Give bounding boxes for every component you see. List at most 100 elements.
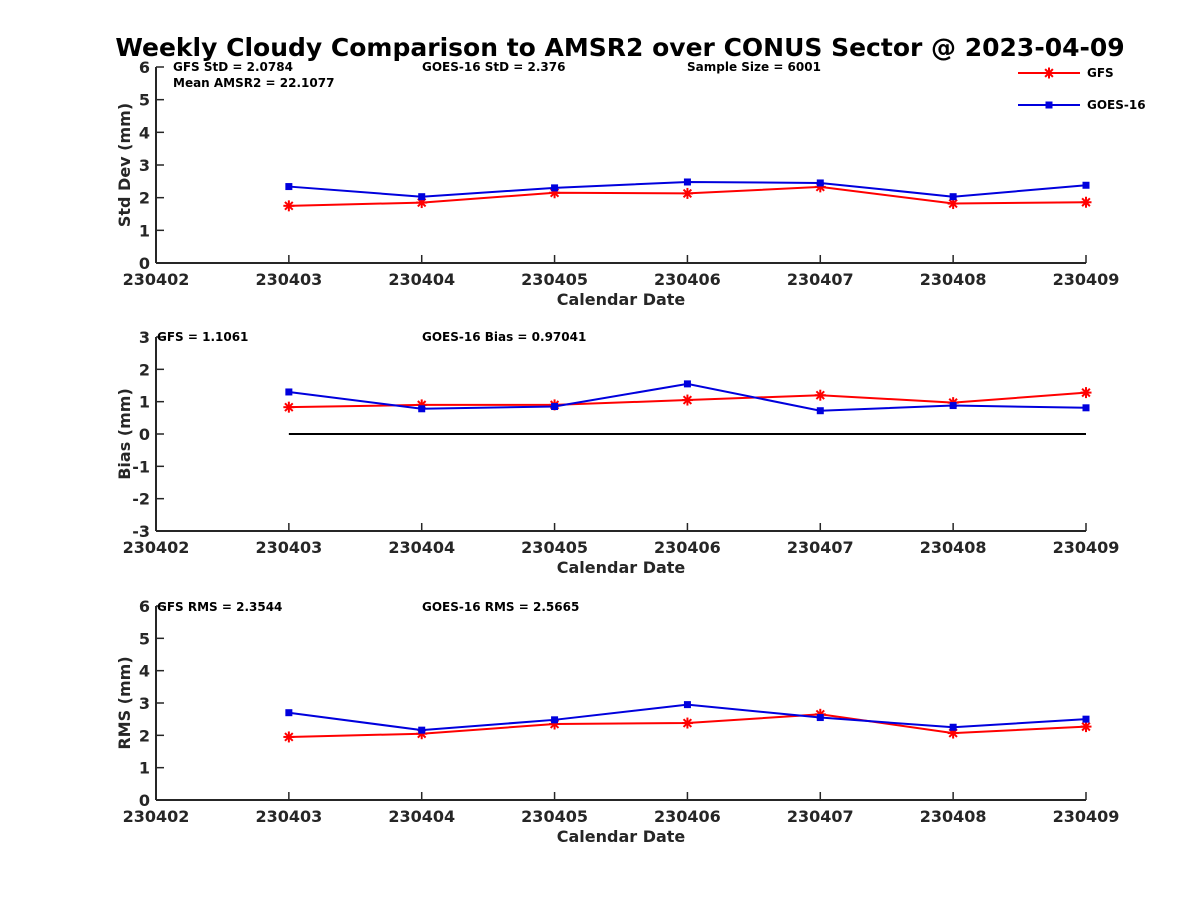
y-tick-label: 2 (139, 189, 150, 208)
data-point-goes16 (285, 388, 293, 396)
data-point-gfs (681, 394, 693, 406)
data-point-goes16 (285, 709, 293, 717)
data-point-goes16 (418, 405, 426, 413)
chart-title: Weekly Cloudy Comparison to AMSR2 over C… (115, 33, 1124, 62)
panel-bias: -3 -2 -1 0 1 2 3 230402 230403 230404 230405 230406… (115, 328, 1119, 577)
y-tick-label: 1 (139, 759, 150, 778)
x-tick-label: 230409 (1053, 270, 1120, 289)
data-point-goes16 (683, 701, 691, 709)
y-tick-label: 4 (139, 662, 150, 681)
data-point-gfs (681, 717, 693, 729)
data-point-goes16 (683, 380, 691, 388)
series-goes-16 (285, 178, 1090, 201)
legend-label: GFS (1087, 66, 1114, 80)
x-tick-label: 230406 (654, 270, 721, 289)
x-tick-label: 230404 (388, 270, 455, 289)
x-tick-label: 230407 (787, 807, 854, 826)
data-point-goes16 (1082, 404, 1090, 412)
x-tick-label: 230404 (388, 807, 455, 826)
stat-annotation: GOES-16 Bias = 0.97041 (422, 330, 586, 344)
x-axis-label: Calendar Date (557, 290, 686, 309)
x-tick-label: 230402 (123, 538, 190, 557)
y-tick-label: 0 (139, 254, 150, 273)
y-tick-label: 1 (139, 221, 150, 240)
y-tick-label: 5 (139, 629, 150, 648)
y-tick-label: 2 (139, 726, 150, 745)
data-point-goes16 (816, 714, 824, 722)
y-tick-label: 3 (139, 694, 150, 713)
y-axis-label: Bias (mm) (115, 388, 134, 480)
x-axis-label: Calendar Date (557, 558, 686, 577)
data-point-goes16 (816, 179, 824, 187)
y-tick-label: 3 (139, 156, 150, 175)
x-tick-label: 230405 (521, 807, 588, 826)
panel-rms: 0 1 2 3 4 5 6 230402 230403 230404 230405 230406 230… (115, 597, 1119, 846)
x-tick-label: 230406 (654, 538, 721, 557)
data-point-gfs (283, 401, 295, 413)
data-point-goes16 (949, 193, 957, 201)
x-tick-label: 230402 (123, 270, 190, 289)
data-point-goes16 (285, 183, 293, 191)
x-tick-label: 230407 (787, 538, 854, 557)
stat-annotation: GOES-16 RMS = 2.5665 (422, 600, 579, 614)
series-goes-16 (285, 380, 1090, 415)
data-point-goes16 (1082, 181, 1090, 189)
data-point-gfs (1080, 196, 1092, 208)
series-goes-16 (285, 701, 1090, 734)
legend-label: GOES-16 (1087, 98, 1146, 112)
data-point-goes16 (949, 402, 957, 410)
stat-annotation: Sample Size = 6001 (687, 60, 821, 74)
data-point-gfs (283, 731, 295, 743)
x-tick-label: 230405 (521, 538, 588, 557)
data-point-goes16 (418, 726, 426, 734)
data-point-goes16 (816, 407, 824, 415)
data-point-gfs (681, 187, 693, 199)
legend: GFS GOES-16 (1018, 66, 1146, 112)
y-axis-label: Std Dev (mm) (115, 103, 134, 227)
y-tick-label: -2 (132, 490, 150, 509)
data-point-goes16 (418, 193, 426, 201)
panel-std-dev: 0 1 2 3 4 5 6 230402 230403 230404 230405 230406 230… (115, 58, 1119, 309)
y-tick-label: 6 (139, 597, 150, 616)
legend-marker (1043, 67, 1055, 79)
data-point-goes16 (949, 723, 957, 731)
x-tick-label: 230409 (1053, 807, 1120, 826)
y-axis-label: RMS (mm) (115, 656, 134, 749)
series-gfs (283, 387, 1092, 413)
x-axis-label: Calendar Date (557, 827, 686, 846)
data-point-goes16 (1082, 715, 1090, 723)
x-tick-label: 230409 (1053, 538, 1120, 557)
stat-annotation: GFS StD = 2.0784 (173, 60, 293, 74)
y-tick-label: -3 (132, 522, 150, 541)
stat-annotation: GOES-16 StD = 2.376 (422, 60, 565, 74)
y-tick-label: 6 (139, 58, 150, 77)
data-point-gfs (1080, 387, 1092, 399)
x-tick-label: 230404 (388, 538, 455, 557)
y-tick-label: 0 (139, 791, 150, 810)
data-point-goes16 (683, 178, 691, 186)
y-tick-label: 5 (139, 91, 150, 110)
data-point-goes16 (551, 716, 559, 724)
y-tick-label: 3 (139, 328, 150, 347)
x-tick-label: 230407 (787, 270, 854, 289)
x-tick-label: 230403 (255, 807, 322, 826)
x-tick-label: 230402 (123, 807, 190, 826)
data-point-gfs (283, 200, 295, 212)
y-tick-label: 4 (139, 123, 150, 142)
y-tick-label: 2 (139, 360, 150, 379)
x-tick-label: 230408 (920, 270, 987, 289)
series-gfs (283, 181, 1092, 212)
legend-marker (1045, 101, 1053, 109)
data-point-gfs (1080, 721, 1092, 733)
y-tick-label: -1 (132, 457, 150, 476)
x-tick-label: 230408 (920, 538, 987, 557)
stat-annotation: GFS RMS = 2.3544 (157, 600, 282, 614)
y-tick-label: 0 (139, 425, 150, 444)
stat-annotation: Mean AMSR2 = 22.1077 (173, 76, 334, 90)
x-tick-label: 230403 (255, 270, 322, 289)
x-tick-label: 230406 (654, 807, 721, 826)
y-tick-label: 1 (139, 393, 150, 412)
x-tick-label: 230405 (521, 270, 588, 289)
data-point-goes16 (551, 184, 559, 192)
